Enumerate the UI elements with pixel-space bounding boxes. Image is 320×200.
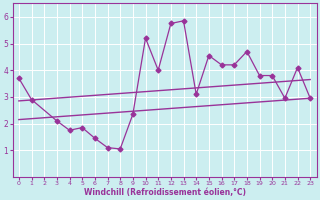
X-axis label: Windchill (Refroidissement éolien,°C): Windchill (Refroidissement éolien,°C): [84, 188, 245, 197]
